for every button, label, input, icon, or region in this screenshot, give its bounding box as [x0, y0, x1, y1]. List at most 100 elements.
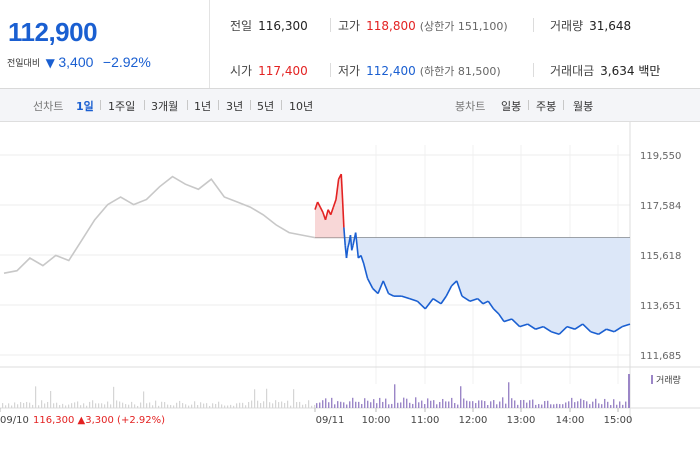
price-line-segment [551, 330, 560, 336]
stat-open: 시가 117,400 [230, 62, 308, 79]
volume-bar [218, 401, 220, 408]
volume-bar [376, 403, 378, 408]
volume-bar [343, 402, 345, 408]
stat-sub: (하한가 81,500) [419, 65, 501, 78]
volume-bar [248, 402, 250, 408]
volume-bar [50, 390, 52, 408]
volume-bar [388, 404, 390, 408]
volume-bar [394, 384, 396, 408]
candle-tab-daily[interactable]: 일봉 [501, 100, 522, 113]
price-line-segment [590, 330, 599, 336]
volume-bar [293, 389, 295, 408]
price-line-segment [613, 325, 623, 333]
volume-bar [577, 401, 579, 408]
price-line-segment [487, 300, 495, 310]
price-line-segment [566, 325, 576, 330]
volume-bar [128, 404, 130, 408]
volume-bar [98, 403, 100, 408]
stat-sub: (상한가 151,100) [419, 20, 508, 33]
price-line-segment [372, 287, 379, 295]
volume-bar [188, 405, 190, 408]
volume-bar [197, 405, 199, 408]
price-line-segment [482, 300, 489, 305]
candle-tab-weekly[interactable]: 주봉 [536, 100, 557, 113]
volume-bar [583, 400, 585, 408]
x-axis: 09/10 09/11 10:00 11:00 12:00 13:00 14:00 15:00… [0, 408, 632, 426]
volume-bar [442, 398, 444, 408]
price-line-segment [461, 295, 471, 302]
volume-bar [385, 398, 387, 408]
volume-bar [451, 397, 453, 408]
stats-panel: 전일 116,300 고가 118,800 (상한가 151,100) 거래량 31,6… [210, 0, 700, 88]
volume-bar [191, 404, 193, 408]
volume-bar [281, 401, 283, 408]
volume-bar [92, 400, 94, 408]
stat-value: 3,634 백만 [600, 64, 661, 78]
volume-bar [355, 401, 357, 408]
stat-label: 고가 [338, 19, 361, 33]
price-line-segment [362, 262, 369, 279]
period-tab-5y[interactable]: 5년 [257, 100, 275, 113]
period-tab-1y[interactable]: 1년 [194, 100, 212, 113]
price-line-segment [409, 297, 418, 302]
volume-bar [499, 401, 501, 408]
period-tab-10y[interactable]: 10년 [289, 100, 314, 113]
volume-bar [206, 403, 208, 408]
volume-bar [23, 403, 25, 408]
price-line-segment [324, 209, 329, 221]
volume-bar [550, 404, 552, 408]
volume-bar [433, 400, 435, 408]
volume-bar [571, 397, 573, 408]
volume-bar [328, 402, 330, 408]
price-line-segment [424, 298, 434, 310]
change-row: 전일대비 ▼ 3,400 −2.92% [7, 54, 151, 70]
volume-bar [107, 401, 109, 408]
period-tab-3m[interactable]: 3개월 [151, 100, 179, 113]
period-tab-3y[interactable]: 3년 [226, 100, 244, 113]
volume-bar [598, 403, 600, 408]
volume-bar [400, 402, 402, 408]
volume-bar [113, 386, 115, 408]
volume-bar [361, 403, 363, 408]
volume-bar [547, 400, 549, 408]
volume-bar [349, 401, 351, 408]
volume-bar [269, 402, 271, 408]
volume-bar [200, 402, 202, 408]
price-line-segment [382, 280, 390, 294]
volume-bar [358, 401, 360, 408]
candle-chart-title: 봉차트 [455, 100, 486, 113]
stat-prev-close: 전일 116,300 [230, 17, 308, 34]
volume-bar [296, 402, 298, 408]
volume-bar [254, 389, 256, 408]
period-tab-1d[interactable]: 1일 [76, 100, 94, 113]
divider [100, 100, 101, 110]
volume-bar [589, 404, 591, 408]
change-label: 전일대비 [7, 59, 41, 69]
volume-bar [511, 398, 513, 408]
volume-bar [116, 400, 118, 408]
period-tab-1w[interactable]: 1주일 [108, 100, 136, 113]
volume-bar [508, 382, 510, 408]
volume-bar [176, 402, 178, 408]
price-chart[interactable]: 119,550 117,584 115,618 113,651 111,685 거래량 … [0, 122, 700, 450]
volume-bar [170, 404, 172, 408]
volume-bar [475, 403, 477, 408]
x-tick-label: 12:00 [459, 415, 488, 426]
volume-bar [478, 400, 480, 408]
price-line-segment [354, 232, 360, 259]
divider [528, 100, 529, 110]
volume-bar [212, 403, 214, 408]
price-line-segment [345, 247, 349, 259]
stat-value: 118,800 [366, 19, 416, 33]
volume-bar [146, 403, 148, 408]
volume-bar [448, 401, 450, 408]
x-tick-label: 11:00 [411, 415, 440, 426]
candle-tab-monthly[interactable]: 월봉 [573, 100, 594, 113]
price-line-segment [432, 298, 442, 305]
volume-bar [242, 402, 244, 408]
volume-bar [373, 399, 375, 408]
price-line-segment [332, 199, 337, 208]
price-line-segment [366, 277, 374, 289]
price-line-segment [343, 227, 346, 246]
